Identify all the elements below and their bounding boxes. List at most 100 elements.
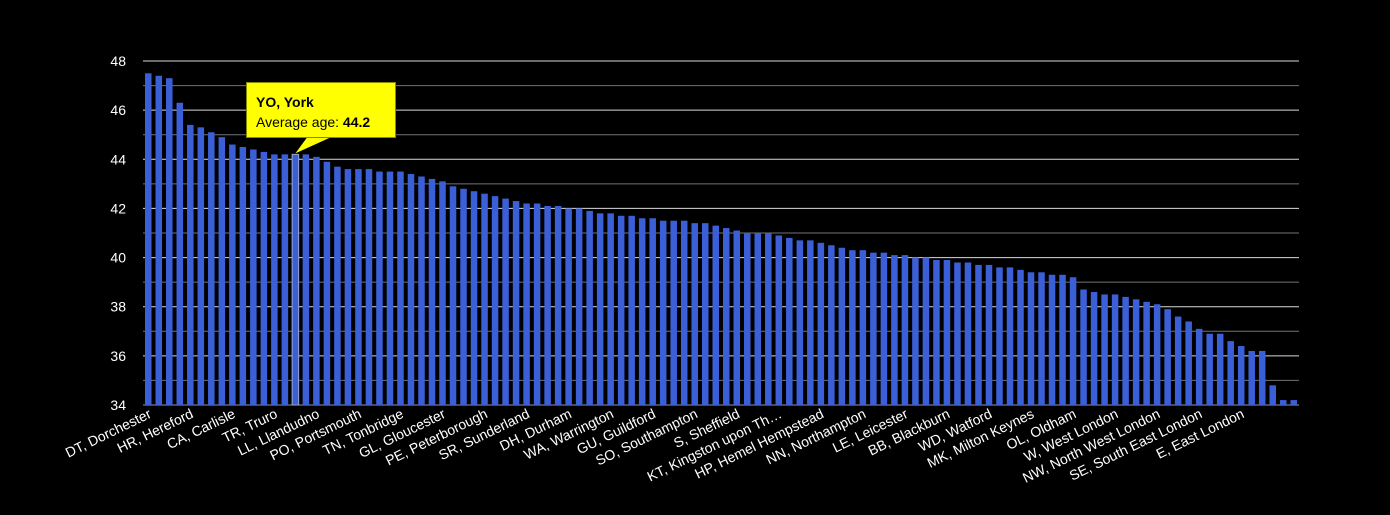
bar[interactable] (1080, 289, 1087, 405)
bar[interactable] (638, 218, 646, 405)
bar[interactable] (512, 201, 520, 405)
bar[interactable] (1132, 299, 1140, 405)
bar[interactable] (1195, 328, 1203, 405)
bar[interactable] (733, 230, 741, 405)
bar[interactable] (575, 208, 583, 405)
bar[interactable] (1059, 274, 1066, 405)
bar[interactable] (607, 213, 614, 405)
bar[interactable] (954, 262, 961, 405)
bar[interactable] (754, 233, 762, 405)
bar[interactable] (533, 203, 541, 405)
bar[interactable] (765, 233, 772, 405)
bar[interactable] (523, 203, 530, 405)
bar[interactable] (901, 255, 909, 405)
bar[interactable] (1269, 385, 1276, 405)
bar[interactable] (596, 213, 604, 405)
bar[interactable] (449, 186, 457, 405)
bar[interactable] (271, 154, 278, 405)
bar[interactable] (554, 205, 562, 405)
bar[interactable] (239, 147, 247, 405)
bar[interactable] (260, 151, 268, 405)
bar[interactable] (712, 225, 720, 405)
bar[interactable] (1174, 316, 1182, 405)
bar[interactable] (586, 210, 593, 405)
bar[interactable] (975, 264, 982, 405)
bar[interactable] (1048, 274, 1056, 405)
bar[interactable] (491, 196, 499, 405)
bar[interactable] (996, 267, 1003, 405)
bar[interactable] (617, 215, 625, 405)
bar[interactable] (1027, 272, 1035, 405)
bar[interactable] (218, 137, 226, 406)
bar[interactable] (796, 240, 804, 405)
bar[interactable] (849, 250, 856, 405)
bar[interactable] (1258, 350, 1266, 405)
bar[interactable] (565, 208, 572, 405)
bar[interactable] (744, 233, 751, 405)
bar[interactable] (187, 124, 194, 405)
bar[interactable] (397, 171, 404, 405)
bar[interactable] (649, 218, 656, 405)
bar[interactable] (807, 240, 814, 405)
bar[interactable] (943, 260, 951, 405)
bar[interactable] (323, 161, 331, 405)
bar[interactable] (250, 149, 257, 405)
bar[interactable] (197, 127, 205, 405)
bar[interactable] (281, 154, 289, 405)
bar[interactable] (313, 156, 320, 405)
bar[interactable] (1122, 296, 1129, 405)
bar[interactable] (1164, 309, 1171, 405)
bar[interactable] (817, 242, 825, 405)
bar[interactable] (460, 188, 467, 405)
bar[interactable] (439, 181, 446, 405)
bar[interactable] (933, 260, 940, 405)
bar[interactable] (870, 252, 877, 405)
bar[interactable] (428, 178, 436, 405)
bar[interactable] (1038, 272, 1045, 405)
bar[interactable] (859, 250, 867, 405)
bar[interactable] (659, 220, 667, 405)
bar[interactable] (407, 174, 415, 405)
bar[interactable] (1206, 333, 1213, 405)
bar[interactable] (1111, 294, 1119, 405)
bar[interactable] (1279, 400, 1287, 405)
bar[interactable] (1216, 333, 1224, 405)
bar[interactable] (155, 75, 163, 406)
bar[interactable] (1237, 346, 1245, 405)
bar[interactable] (176, 102, 184, 406)
bar[interactable] (1185, 321, 1192, 405)
bar[interactable] (291, 153, 300, 406)
bar[interactable] (481, 193, 488, 405)
bar[interactable] (701, 223, 709, 405)
bar[interactable] (376, 171, 383, 405)
bar[interactable] (386, 171, 394, 405)
bar[interactable] (838, 247, 846, 405)
bar[interactable] (418, 176, 425, 405)
bar[interactable] (922, 257, 930, 405)
bar[interactable] (334, 166, 341, 405)
bar[interactable] (628, 215, 635, 405)
bar[interactable] (985, 264, 993, 405)
bar[interactable] (775, 235, 783, 405)
bar[interactable] (670, 220, 677, 405)
bar[interactable] (365, 169, 373, 405)
bar[interactable] (229, 144, 236, 406)
bar[interactable] (1017, 269, 1024, 405)
bar[interactable] (470, 191, 478, 405)
bar[interactable] (880, 252, 888, 405)
bar[interactable] (1006, 267, 1014, 405)
bar[interactable] (302, 154, 310, 405)
bar[interactable] (912, 257, 919, 405)
bar[interactable] (891, 255, 898, 405)
bar[interactable] (1227, 341, 1234, 405)
bar[interactable] (786, 237, 793, 405)
bar[interactable] (1101, 294, 1108, 405)
bar[interactable] (1290, 400, 1298, 405)
bar[interactable] (355, 169, 362, 405)
bar[interactable] (680, 220, 688, 405)
bar[interactable] (1069, 277, 1077, 405)
bar[interactable] (964, 262, 972, 405)
bar[interactable] (1143, 301, 1150, 405)
bar[interactable] (208, 132, 215, 405)
bar[interactable] (145, 73, 152, 405)
